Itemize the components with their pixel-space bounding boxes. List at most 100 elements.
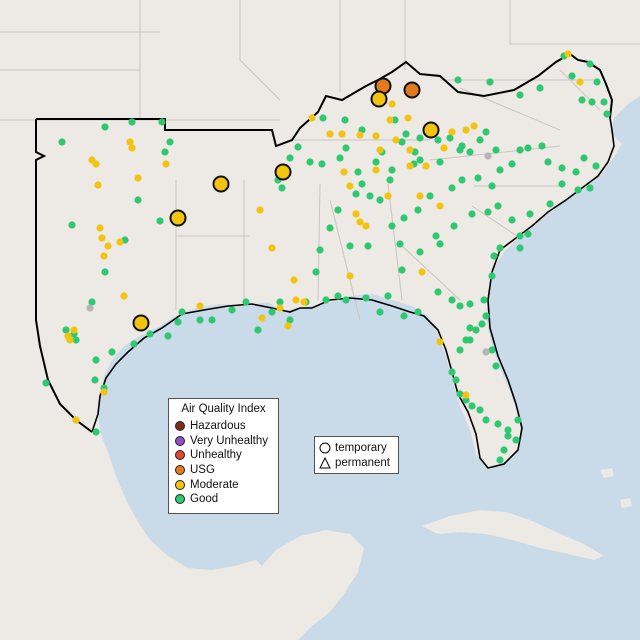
aqi-point-good[interactable]	[334, 292, 342, 300]
aqi-point-good[interactable]	[504, 432, 512, 440]
aqi-points[interactable]	[42, 50, 611, 464]
aqi-point-moderate[interactable]	[356, 218, 364, 226]
aqi-point-good[interactable]	[568, 72, 576, 80]
aqi-point-good[interactable]	[538, 142, 546, 150]
aqi-point-gray[interactable]	[86, 304, 94, 312]
aqi-point-good[interactable]	[388, 166, 396, 174]
aqi-point-moderate[interactable]	[406, 146, 414, 154]
aqi-point-good[interactable]	[208, 316, 216, 324]
aqi-point-moderate[interactable]	[392, 136, 400, 144]
aqi-point-moderate[interactable]	[70, 326, 78, 334]
aqi-point-good[interactable]	[62, 326, 70, 334]
aqi-point-good[interactable]	[316, 246, 324, 254]
aqi-point-good[interactable]	[468, 402, 476, 410]
aqi-point-good[interactable]	[174, 318, 182, 326]
aqi-point-good[interactable]	[514, 416, 522, 424]
aqi-point-good[interactable]	[362, 294, 370, 302]
aqi-point-moderate[interactable]	[436, 338, 444, 346]
aqi-point-good[interactable]	[508, 160, 516, 168]
aqi-point-good[interactable]	[108, 348, 116, 356]
aqi-point-good[interactable]	[68, 221, 76, 229]
aqi-point-moderate[interactable]	[276, 304, 284, 312]
aqi-point-good[interactable]	[478, 320, 486, 328]
aqi-point-moderate[interactable]	[386, 116, 394, 124]
aqi-point-good[interactable]	[496, 456, 504, 464]
aqi-point-moderate[interactable]	[376, 146, 384, 154]
aqi-point-good[interactable]	[158, 118, 166, 126]
aqi-point-gray[interactable]	[484, 152, 492, 160]
aqi-point-good[interactable]	[228, 306, 236, 314]
aqi-point-good[interactable]	[488, 272, 496, 280]
aqi-point-good[interactable]	[196, 316, 204, 324]
aqi-point-good[interactable]	[286, 154, 294, 162]
aqi-point-good[interactable]	[278, 184, 286, 192]
aqi-point-good[interactable]	[342, 296, 350, 304]
aqi-point-good[interactable]	[496, 166, 504, 174]
aqi-point-moderate[interactable]	[120, 292, 128, 300]
aqi-point-good[interactable]	[306, 158, 314, 166]
aqi-point-good[interactable]	[488, 182, 496, 190]
aqi-point-moderate[interactable]	[388, 100, 396, 108]
aqi-point-good[interactable]	[476, 406, 484, 414]
aqi-point-good[interactable]	[434, 136, 442, 144]
aqi-point-good[interactable]	[508, 216, 516, 224]
aqi-point-good[interactable]	[372, 158, 380, 166]
aqi-point-good[interactable]	[462, 396, 470, 404]
aqi-point-good[interactable]	[414, 308, 422, 316]
aqi-point-good[interactable]	[456, 346, 464, 354]
aqi-point-good[interactable]	[341, 116, 349, 124]
aqi-point-moderate[interactable]	[72, 416, 80, 424]
aqi-point-good[interactable]	[376, 308, 384, 316]
aqi-point-moderate[interactable]	[284, 322, 292, 330]
aqi-point-good[interactable]	[456, 390, 464, 398]
aqi-station-moderate[interactable]	[132, 314, 150, 332]
aqi-point-good[interactable]	[486, 78, 494, 86]
aqi-point-good[interactable]	[92, 428, 100, 436]
aqi-point-good[interactable]	[490, 252, 498, 260]
aqi-point-moderate[interactable]	[100, 252, 108, 260]
aqi-point-good[interactable]	[603, 110, 611, 118]
aqi-point-good[interactable]	[593, 78, 601, 86]
aqi-point-good[interactable]	[600, 98, 608, 106]
aqi-point-moderate[interactable]	[362, 222, 370, 230]
aqi-point-good[interactable]	[268, 308, 276, 316]
aqi-point-good[interactable]	[336, 154, 344, 162]
aqi-point-good[interactable]	[416, 156, 424, 164]
aqi-point-moderate[interactable]	[404, 114, 412, 122]
aqi-point-good[interactable]	[396, 240, 404, 248]
aqi-point-good[interactable]	[400, 214, 408, 222]
aqi-point-good[interactable]	[72, 336, 80, 344]
aqi-point-good[interactable]	[432, 232, 440, 240]
aqi-point-moderate[interactable]	[292, 296, 300, 304]
aqi-station-usg[interactable]	[403, 81, 421, 99]
aqi-point-good[interactable]	[276, 298, 284, 306]
aqi-point-moderate[interactable]	[100, 388, 108, 396]
aqi-point-moderate[interactable]	[564, 50, 572, 58]
aqi-point-good[interactable]	[366, 192, 374, 200]
aqi-point-good[interactable]	[319, 114, 327, 122]
aqi-point-moderate[interactable]	[64, 332, 72, 340]
aqi-point-good[interactable]	[254, 326, 262, 334]
aqi-point-good[interactable]	[516, 91, 524, 99]
aqi-point-good[interactable]	[376, 196, 384, 204]
aqi-point-good[interactable]	[586, 184, 594, 192]
aqi-point-moderate[interactable]	[96, 224, 104, 232]
aqi-point-good[interactable]	[516, 232, 524, 240]
aqi-point-good[interactable]	[242, 298, 250, 306]
aqi-point-good[interactable]	[92, 356, 100, 364]
aqi-point-moderate[interactable]	[268, 244, 276, 252]
aqi-point-moderate[interactable]	[422, 162, 430, 170]
aqi-point-moderate[interactable]	[462, 126, 470, 134]
aqi-point-moderate[interactable]	[290, 276, 298, 284]
aqi-point-good[interactable]	[128, 118, 136, 126]
aqi-point-good[interactable]	[101, 268, 109, 276]
aqi-point-moderate[interactable]	[128, 144, 136, 152]
aqi-point-good[interactable]	[88, 298, 96, 306]
aqi-point-good[interactable]	[416, 134, 424, 142]
aqi-point-good[interactable]	[546, 200, 554, 208]
aqi-point-good[interactable]	[436, 240, 444, 248]
aqi-point-good[interactable]	[468, 210, 476, 218]
aqi-point-moderate[interactable]	[470, 122, 478, 130]
aqi-point-moderate[interactable]	[406, 162, 414, 170]
aqi-point-good[interactable]	[58, 138, 66, 146]
